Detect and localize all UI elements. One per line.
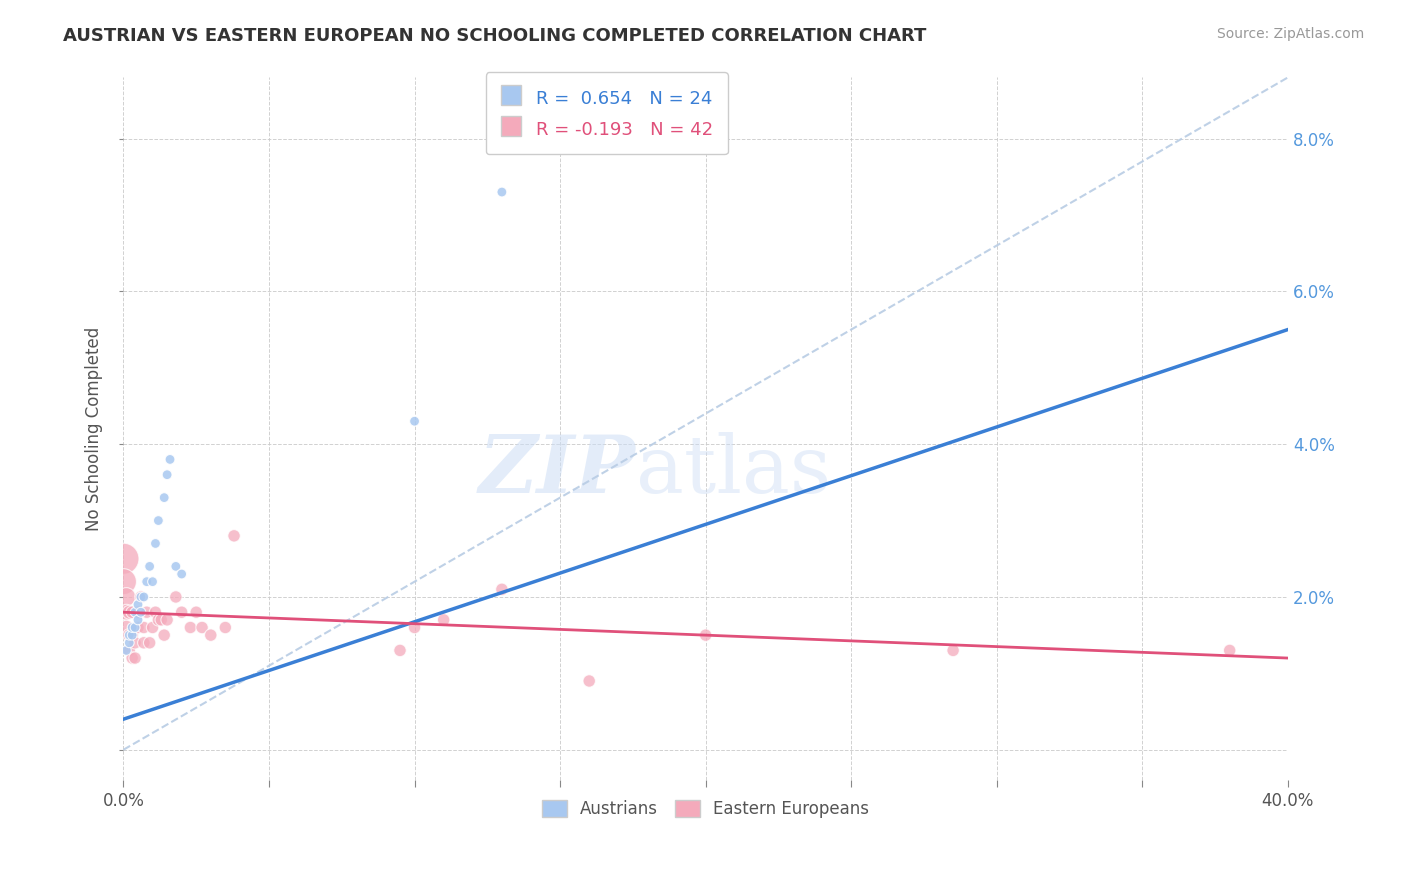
Point [170,605,193,619]
Point [127,605,149,619]
Point [138,636,160,650]
Point [153,491,176,505]
Point [118,643,141,657]
Point [148,613,170,627]
Point [578,673,600,688]
Point [159,452,181,467]
Point [138,559,160,574]
Point [121,628,143,642]
Point [129,605,152,619]
Point [165,590,187,604]
Point [170,567,193,582]
Point [179,620,201,634]
Point [153,628,176,642]
Text: ZIP: ZIP [479,433,636,510]
Point [150,613,173,627]
Point [127,613,149,627]
Point [115,590,138,604]
Point [132,636,155,650]
Text: AUSTRIAN VS EASTERN EUROPEAN NO SCHOOLING COMPLETED CORRELATION CHART: AUSTRIAN VS EASTERN EUROPEAN NO SCHOOLIN… [63,27,927,45]
Point [214,620,236,634]
Point [135,605,157,619]
Point [404,620,426,634]
Point [129,590,152,604]
Point [135,574,157,589]
Point [491,582,513,597]
Point [121,620,143,634]
Point [186,605,208,619]
Point [156,467,179,482]
Point [695,628,717,642]
Point [115,620,138,634]
Point [191,620,214,634]
Y-axis label: No Schooling Completed: No Schooling Completed [86,326,103,531]
Point [124,605,146,619]
Point [118,628,141,642]
Point [145,536,167,550]
Point [121,605,143,619]
Point [141,574,163,589]
Point [121,628,143,642]
Point [129,590,152,604]
Point [165,559,187,574]
Point [124,636,146,650]
Point [118,605,141,619]
Point [200,628,222,642]
Point [115,643,138,657]
Point [433,613,456,627]
Point [118,628,141,642]
Point [156,613,179,627]
Point [112,551,135,566]
Point [127,598,149,612]
Point [942,643,965,657]
Point [124,620,146,634]
Point [115,605,138,619]
Text: atlas: atlas [636,432,831,510]
Point [222,529,245,543]
Legend: Austrians, Eastern Europeans: Austrians, Eastern Europeans [536,793,876,825]
Point [404,414,426,428]
Point [121,651,143,665]
Point [491,185,513,199]
Point [127,620,149,634]
Point [132,620,155,634]
Point [118,636,141,650]
Point [388,643,411,657]
Point [141,620,163,634]
Point [124,651,146,665]
Point [145,605,167,619]
Text: Source: ZipAtlas.com: Source: ZipAtlas.com [1216,27,1364,41]
Point [112,574,135,589]
Point [132,590,155,604]
Point [148,514,170,528]
Point [1219,643,1241,657]
